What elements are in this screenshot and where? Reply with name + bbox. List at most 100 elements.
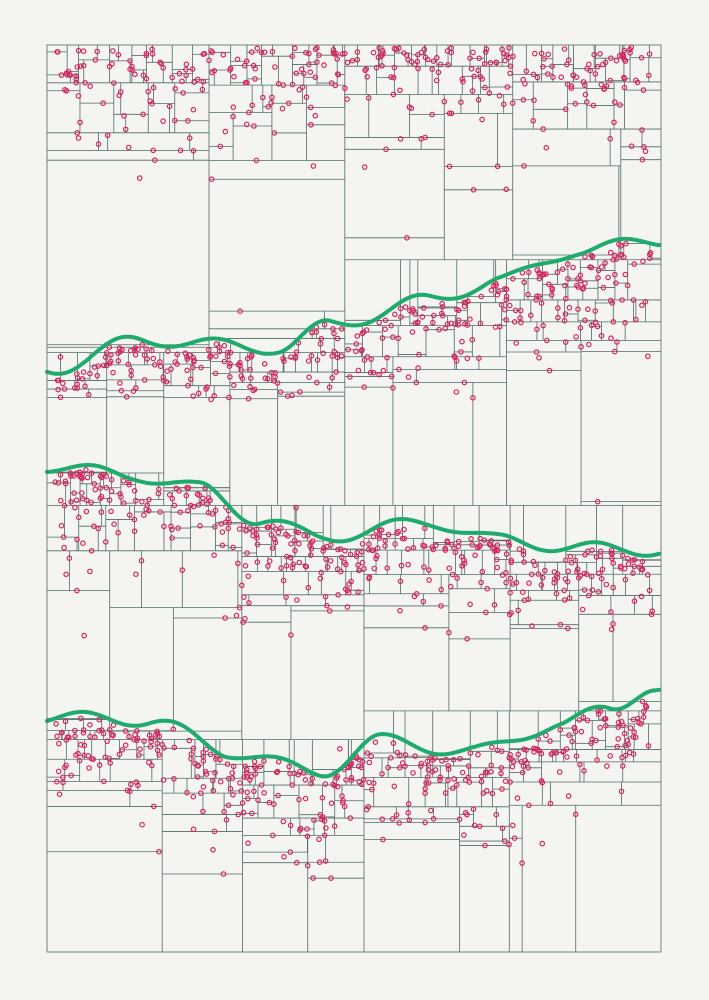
point <box>622 58 629 65</box>
point <box>511 835 518 842</box>
point <box>459 338 465 345</box>
point <box>328 80 335 86</box>
point <box>106 726 113 733</box>
point <box>75 47 82 54</box>
point <box>338 325 345 332</box>
point <box>258 49 265 56</box>
point <box>365 803 372 810</box>
point <box>185 382 191 389</box>
point <box>595 711 602 717</box>
point <box>207 352 214 359</box>
point <box>506 45 512 51</box>
point <box>638 54 645 61</box>
point <box>185 507 191 514</box>
point <box>420 542 426 549</box>
point <box>419 314 426 320</box>
point <box>577 572 584 579</box>
point <box>602 260 608 266</box>
point <box>610 584 617 591</box>
point <box>191 358 197 365</box>
point <box>354 333 361 339</box>
point <box>397 136 404 142</box>
point <box>631 598 638 604</box>
point <box>143 506 149 513</box>
point <box>274 768 281 775</box>
point <box>78 741 84 748</box>
point <box>216 344 222 351</box>
point <box>305 358 312 364</box>
point <box>163 378 170 385</box>
point <box>227 349 234 356</box>
point <box>639 156 646 163</box>
point <box>316 836 322 843</box>
point <box>326 384 333 391</box>
point <box>304 533 311 539</box>
point <box>154 740 161 747</box>
point <box>80 62 87 69</box>
point <box>539 840 546 847</box>
point <box>212 524 218 530</box>
point <box>393 812 400 818</box>
point <box>445 763 452 769</box>
point <box>508 610 514 616</box>
point <box>206 57 212 64</box>
point <box>619 763 626 769</box>
point <box>442 790 449 796</box>
point <box>544 71 551 77</box>
point <box>620 254 627 261</box>
point <box>449 785 456 792</box>
point <box>304 833 311 840</box>
point <box>453 306 460 313</box>
point <box>330 781 336 788</box>
point <box>77 63 84 69</box>
point <box>300 770 307 776</box>
point <box>583 99 590 105</box>
point <box>241 774 247 780</box>
point <box>599 566 606 573</box>
point <box>503 297 510 303</box>
point <box>312 46 319 53</box>
point <box>521 163 527 169</box>
point <box>375 54 382 61</box>
point <box>467 750 474 756</box>
point <box>147 743 154 750</box>
point <box>619 754 625 761</box>
point <box>457 755 463 762</box>
point <box>588 322 595 329</box>
point <box>190 503 197 510</box>
point <box>103 362 110 369</box>
point <box>426 577 432 583</box>
point <box>317 575 324 582</box>
point <box>624 737 631 744</box>
point <box>152 157 158 164</box>
point <box>525 596 532 603</box>
point <box>468 66 475 72</box>
point <box>143 50 150 57</box>
point <box>554 269 561 276</box>
point <box>496 323 503 330</box>
point <box>88 547 95 554</box>
point <box>57 354 64 360</box>
point <box>160 374 167 380</box>
point <box>562 295 569 302</box>
point <box>523 68 530 75</box>
point <box>320 545 327 551</box>
point <box>439 304 446 310</box>
point <box>238 788 245 794</box>
point <box>254 541 261 548</box>
point <box>625 561 632 567</box>
point <box>389 816 396 822</box>
point <box>72 727 78 734</box>
point <box>482 842 488 849</box>
point <box>477 535 484 542</box>
point <box>465 774 472 781</box>
point <box>421 564 427 570</box>
point <box>200 753 207 760</box>
point <box>631 563 638 570</box>
point <box>221 358 228 365</box>
point <box>177 147 184 154</box>
point <box>464 355 471 362</box>
wave-line <box>45 463 661 558</box>
point <box>177 509 184 516</box>
